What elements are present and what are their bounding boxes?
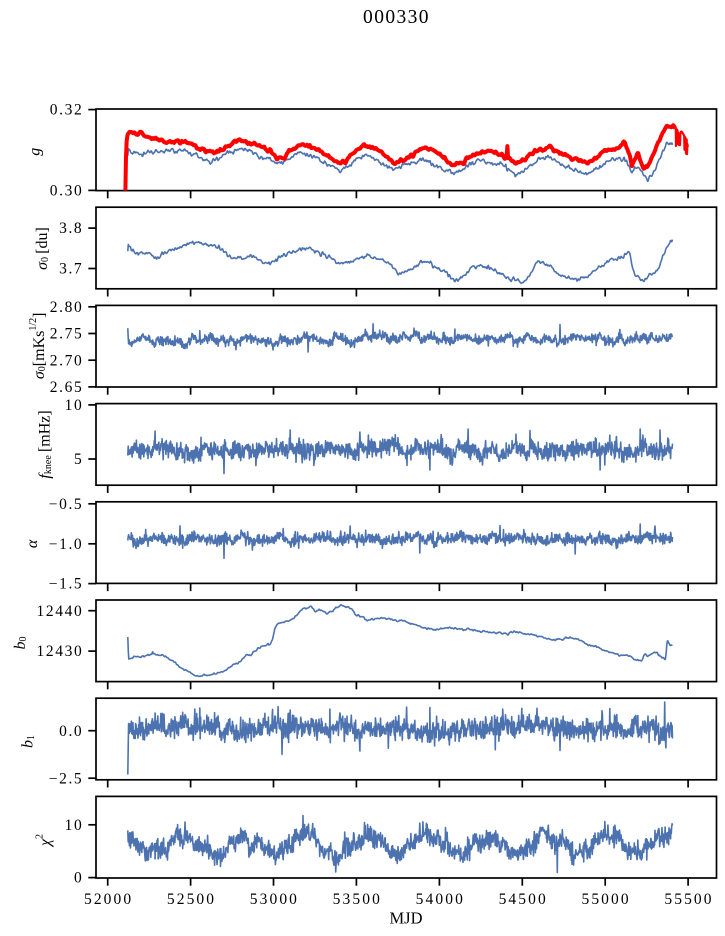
svg-text:10: 10 (65, 397, 84, 414)
svg-text:−0.5: −0.5 (49, 496, 84, 513)
svg-text:0.32: 0.32 (50, 102, 84, 119)
svg-text:52000: 52000 (84, 891, 133, 908)
svg-text:b0: b0 (11, 637, 28, 650)
svg-text:2.75: 2.75 (50, 326, 84, 343)
svg-text:55500: 55500 (664, 891, 713, 908)
svg-text:3.7: 3.7 (59, 261, 83, 278)
svg-text:−1.5: −1.5 (49, 576, 84, 593)
svg-text:12430: 12430 (37, 643, 84, 660)
svg-text:−2.5: −2.5 (49, 770, 84, 787)
svg-text:σ0 [du]: σ0 [du] (33, 227, 50, 270)
svg-text:53000: 53000 (250, 891, 299, 908)
svg-text:10: 10 (65, 817, 84, 834)
svg-text:2.70: 2.70 (50, 352, 84, 369)
svg-text:b1: b1 (19, 735, 36, 748)
svg-text:55000: 55000 (581, 891, 630, 908)
svg-text:−1.0: −1.0 (49, 536, 84, 553)
svg-text:0.30: 0.30 (50, 183, 84, 200)
svg-text:54000: 54000 (416, 891, 465, 908)
svg-text:2.80: 2.80 (50, 299, 84, 316)
svg-text:5: 5 (74, 451, 83, 468)
svg-text:53500: 53500 (333, 891, 382, 908)
svg-text:3.8: 3.8 (59, 220, 83, 237)
svg-text:σ0[mKs1/2]: σ0[mKs1/2] (28, 313, 48, 380)
svg-text:χ2: χ2 (34, 834, 54, 848)
svg-text:α: α (24, 539, 41, 548)
svg-text:12440: 12440 (37, 603, 84, 620)
svg-text:2.65: 2.65 (50, 379, 84, 396)
svg-text:52500: 52500 (167, 891, 216, 908)
svg-text:g: g (26, 148, 43, 156)
svg-text:MJD: MJD (389, 909, 422, 928)
svg-text:54500: 54500 (499, 891, 548, 908)
svg-text:0: 0 (74, 870, 83, 887)
svg-text:fknee [mHz]: fknee [mHz] (36, 410, 53, 478)
svg-text:000330: 000330 (363, 7, 430, 28)
svg-text:0.0: 0.0 (59, 723, 83, 740)
